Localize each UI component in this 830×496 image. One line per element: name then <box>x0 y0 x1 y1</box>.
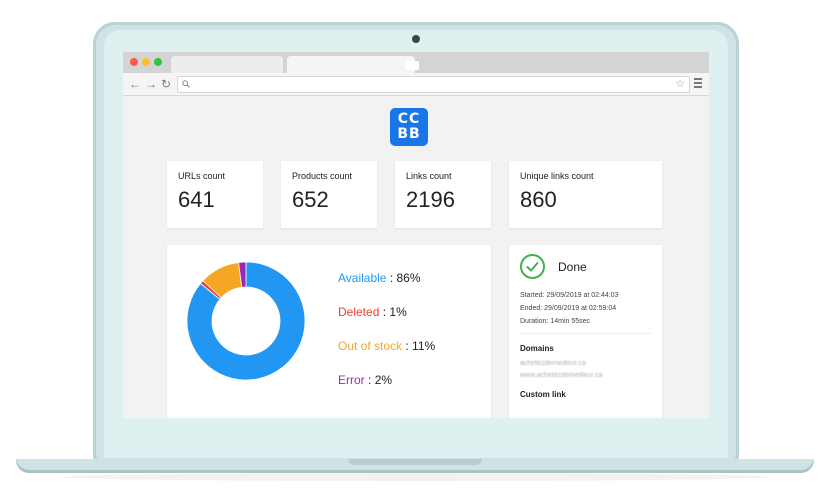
chart-card: Available : 86% Deleted : 1% Out of stoc… <box>167 245 491 418</box>
logo-line-1: CC <box>397 111 421 127</box>
back-arrow-icon[interactable]: ← <box>129 77 141 91</box>
stat-label: URLs count <box>178 171 226 181</box>
star-bookmark-icon[interactable]: ☆ <box>675 78 685 90</box>
legend-label: Error <box>338 373 365 387</box>
new-tab-button[interactable] <box>405 61 419 70</box>
donut-slice-error <box>238 261 247 288</box>
brand-logo: CC BB <box>390 108 428 146</box>
menu-icon[interactable] <box>694 78 702 90</box>
stat-label: Products count <box>292 171 353 181</box>
domain-link[interactable]: www.achetezdemeilleur.ca <box>520 372 603 379</box>
legend-label: Available <box>338 271 387 285</box>
legend-item-error: Error : 2% <box>338 373 393 387</box>
forward-arrow-icon[interactable]: → <box>145 77 157 91</box>
minimize-window-icon[interactable] <box>142 58 150 66</box>
stat-value: 860 <box>520 187 557 212</box>
stat-card-urls: URLs count 641 <box>167 161 263 228</box>
browser-window: ← → ↻ ☆ CC BB URLs count 641 Products co… <box>123 52 709 418</box>
status-title: Done <box>558 260 587 274</box>
maximize-window-icon[interactable] <box>154 58 162 66</box>
stat-card-links: Links count 2196 <box>395 161 491 228</box>
stat-card-products: Products count 652 <box>281 161 377 228</box>
donut-chart <box>186 261 306 381</box>
search-icon <box>182 80 190 88</box>
address-bar[interactable]: ☆ <box>177 76 690 93</box>
legend-label: Out of stock <box>338 339 403 353</box>
stat-value: 652 <box>292 187 329 212</box>
logo-line-2: BB <box>397 126 421 142</box>
legend-item-out-of-stock: Out of stock : 11% <box>338 339 436 353</box>
status-card: Done Started: 29/09/2019 at 02:44:03 End… <box>509 245 662 418</box>
browser-tab[interactable] <box>171 56 283 73</box>
legend-item-available: Available : 86% <box>338 271 421 285</box>
tab-bar <box>123 52 709 73</box>
laptop-notch <box>348 459 482 465</box>
stat-value: 2196 <box>406 187 455 212</box>
stat-label: Links count <box>406 171 452 181</box>
check-circle-icon <box>520 254 545 279</box>
legend-item-deleted: Deleted : 1% <box>338 305 407 319</box>
domains-title: Domains <box>520 344 554 353</box>
reload-icon[interactable]: ↻ <box>161 77 172 91</box>
browser-toolbar: ← → ↻ ☆ <box>123 73 709 96</box>
camera-icon <box>412 35 420 43</box>
divider <box>520 333 651 334</box>
started-time: Started: 29/09/2019 at 02:44:03 <box>520 292 619 299</box>
domain-link[interactable]: achetezdemeilleur.ca <box>520 360 586 367</box>
duration: Duration: 14min 55sec <box>520 318 591 325</box>
legend-value: 11% <box>412 339 436 353</box>
laptop-base <box>16 459 814 473</box>
stat-label: Unique links count <box>520 171 594 181</box>
custom-link-title: Custom link <box>520 390 566 399</box>
legend-value: 1% <box>389 305 407 319</box>
legend-value: 86% <box>396 271 421 285</box>
dashboard: CC BB URLs count 641 Products count 652 … <box>123 96 709 418</box>
browser-tab-active[interactable] <box>287 56 415 73</box>
stat-value: 641 <box>178 187 215 212</box>
donut-slice-available <box>186 261 306 381</box>
ended-time: Ended: 29/09/2019 at 02:59:04 <box>520 305 617 312</box>
legend-label: Deleted <box>338 305 380 319</box>
stat-card-unique-links: Unique links count 860 <box>509 161 662 228</box>
close-window-icon[interactable] <box>130 58 138 66</box>
legend-value: 2% <box>374 373 393 387</box>
laptop-shadow <box>60 473 770 481</box>
